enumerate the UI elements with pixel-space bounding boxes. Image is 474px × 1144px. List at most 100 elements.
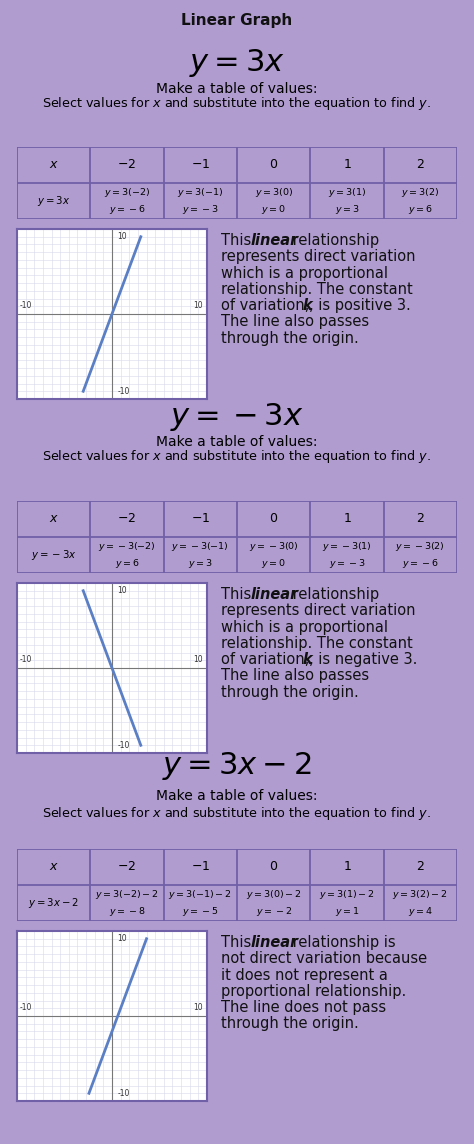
Text: , is positive 3.: , is positive 3.	[309, 299, 410, 313]
Text: $y = 6$: $y = 6$	[115, 557, 139, 570]
Text: $y = -3$: $y = -3$	[182, 202, 219, 216]
Text: 10: 10	[117, 586, 127, 595]
Text: $y = -3x$: $y = -3x$	[170, 400, 304, 432]
Text: $y = 0$: $y = 0$	[261, 557, 286, 570]
Text: which is a proportional: which is a proportional	[221, 265, 388, 280]
Text: -10: -10	[19, 1003, 32, 1012]
Text: $y = -3(0)$: $y = -3(0)$	[249, 540, 299, 554]
Text: $y = 3$: $y = 3$	[188, 557, 213, 570]
Text: $y = -3(2)$: $y = -3(2)$	[395, 540, 445, 554]
Text: The line does not pass: The line does not pass	[221, 1000, 386, 1015]
Text: $y = -3$: $y = -3$	[329, 557, 365, 570]
Text: of variation,: of variation,	[221, 652, 314, 667]
Text: through the origin.: through the origin.	[221, 684, 359, 700]
Text: k: k	[302, 652, 312, 667]
Text: linear: linear	[250, 935, 298, 950]
Text: 10: 10	[117, 232, 127, 241]
Text: $y = -6$: $y = -6$	[109, 202, 145, 216]
Text: $0$: $0$	[269, 860, 278, 874]
Text: $y = -5$: $y = -5$	[182, 905, 219, 917]
Text: $y = 3(0) - 2$: $y = 3(0) - 2$	[246, 888, 301, 901]
Text: $y = 3(-2)$: $y = 3(-2)$	[104, 186, 150, 199]
Text: $y = -3x$: $y = -3x$	[31, 548, 76, 562]
Text: $y = 3x$: $y = 3x$	[37, 194, 70, 208]
Text: $y = 4$: $y = 4$	[408, 905, 433, 917]
Text: This: This	[221, 233, 256, 248]
Text: Make a table of values:: Make a table of values:	[156, 81, 318, 96]
Text: relationship. The constant: relationship. The constant	[221, 281, 413, 296]
Text: -10: -10	[19, 301, 32, 310]
Text: $-2$: $-2$	[118, 159, 137, 172]
Text: $0$: $0$	[269, 159, 278, 172]
Text: Make a table of values:: Make a table of values:	[156, 435, 318, 448]
Text: through the origin.: through the origin.	[221, 331, 359, 345]
Text: $y = -3(1)$: $y = -3(1)$	[322, 540, 372, 554]
Text: 10: 10	[193, 1003, 203, 1012]
Text: $0$: $0$	[269, 513, 278, 525]
Text: $1$: $1$	[343, 513, 351, 525]
Text: $-2$: $-2$	[118, 513, 137, 525]
Text: $-2$: $-2$	[118, 860, 137, 874]
Text: k: k	[302, 299, 312, 313]
Text: Select values for $x$ and substitute into the equation to find $y$.: Select values for $x$ and substitute int…	[42, 95, 432, 112]
Text: $y = 3x$: $y = 3x$	[189, 47, 285, 79]
Text: $x$: $x$	[49, 860, 59, 874]
Text: of variation,: of variation,	[221, 299, 314, 313]
Text: 10: 10	[117, 935, 127, 943]
Text: $y = 3$: $y = 3$	[335, 202, 359, 216]
Text: $-1$: $-1$	[191, 860, 210, 874]
Text: This: This	[221, 587, 256, 602]
Text: $y = 3x - 2$: $y = 3x - 2$	[28, 896, 79, 909]
Text: $y = 3(-1)$: $y = 3(-1)$	[177, 186, 223, 199]
Text: linear: linear	[250, 587, 298, 602]
Text: -10: -10	[117, 741, 129, 749]
Text: $y = 3x - 2$: $y = 3x - 2$	[162, 749, 312, 781]
Text: not direct variation because: not direct variation because	[221, 952, 427, 967]
Text: -10: -10	[117, 1089, 129, 1098]
Text: Make a table of values:: Make a table of values:	[156, 789, 318, 803]
Text: relationship: relationship	[288, 587, 379, 602]
Text: relationship. The constant: relationship. The constant	[221, 636, 413, 651]
Text: which is a proportional: which is a proportional	[221, 620, 388, 635]
Text: relationship is: relationship is	[288, 935, 396, 950]
Text: $y = 3(-1) - 2$: $y = 3(-1) - 2$	[168, 888, 232, 901]
Text: Select values for $x$ and substitute into the equation to find $y$.: Select values for $x$ and substitute int…	[42, 448, 432, 466]
Text: The line also passes: The line also passes	[221, 315, 369, 329]
Text: $x$: $x$	[49, 159, 59, 172]
Text: $-1$: $-1$	[191, 159, 210, 172]
Text: This: This	[221, 935, 256, 950]
Text: $x$: $x$	[49, 513, 59, 525]
Text: $y = 1$: $y = 1$	[335, 905, 359, 917]
Text: 10: 10	[193, 301, 203, 310]
Text: $y = 0$: $y = 0$	[261, 202, 286, 216]
Text: $-1$: $-1$	[191, 513, 210, 525]
Text: $y = 3(2)$: $y = 3(2)$	[401, 186, 439, 199]
Text: $y = 3(1)$: $y = 3(1)$	[328, 186, 366, 199]
Text: $2$: $2$	[416, 513, 425, 525]
Text: , is negative 3.: , is negative 3.	[309, 652, 417, 667]
Text: $1$: $1$	[343, 159, 351, 172]
Text: $y = -6$: $y = -6$	[402, 557, 438, 570]
Text: $2$: $2$	[416, 860, 425, 874]
Text: $y = 3(2) - 2$: $y = 3(2) - 2$	[392, 888, 448, 901]
Text: $y = -2$: $y = -2$	[255, 905, 292, 917]
Text: -10: -10	[19, 656, 32, 665]
Text: $1$: $1$	[343, 860, 351, 874]
Text: $y = -8$: $y = -8$	[109, 905, 145, 917]
Text: it does not represent a: it does not represent a	[221, 968, 388, 983]
Text: Linear Graph: Linear Graph	[182, 14, 292, 29]
Text: $2$: $2$	[416, 159, 425, 172]
Text: 10: 10	[193, 656, 203, 665]
Text: The line also passes: The line also passes	[221, 668, 369, 683]
Text: proportional relationship.: proportional relationship.	[221, 984, 406, 999]
Text: $y = -3(-2)$: $y = -3(-2)$	[98, 540, 156, 554]
Text: Select values for $x$ and substitute into the equation to find $y$.: Select values for $x$ and substitute int…	[42, 804, 432, 821]
Text: represents direct variation: represents direct variation	[221, 249, 416, 264]
Text: linear: linear	[250, 233, 298, 248]
Text: represents direct variation: represents direct variation	[221, 603, 416, 618]
Text: $y = 3(-2) - 2$: $y = 3(-2) - 2$	[95, 888, 159, 901]
Text: relationship: relationship	[288, 233, 379, 248]
Text: $y = -3(-1)$: $y = -3(-1)$	[172, 540, 229, 554]
Text: $y = 3(1) - 2$: $y = 3(1) - 2$	[319, 888, 375, 901]
Text: -10: -10	[117, 387, 129, 396]
